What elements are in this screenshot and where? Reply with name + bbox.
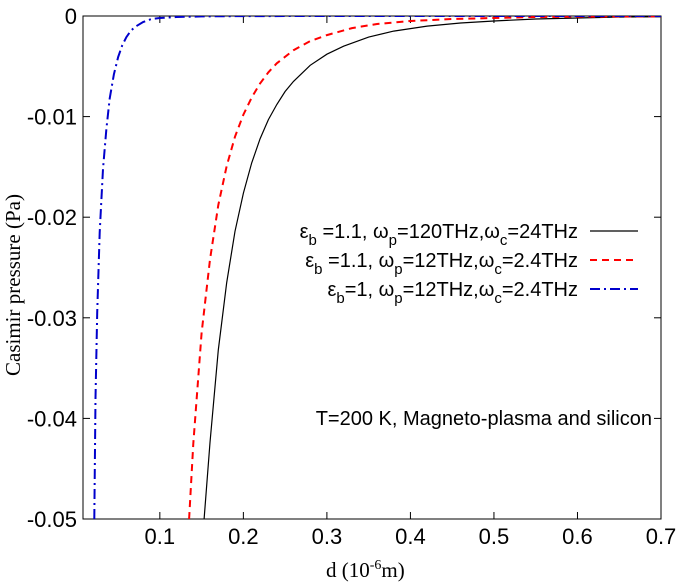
legend: εb =1.1, ωp=120THz,ωc=24THz εb =1.1, ωp=… bbox=[300, 221, 638, 307]
y-tick-label: -0.03 bbox=[27, 306, 77, 331]
x-tick-label: 0.2 bbox=[228, 524, 259, 549]
y-tick-label: -0.04 bbox=[27, 406, 77, 431]
legend-label-series-2: εb =1.1, ωp=12THz,ωc=2.4THz bbox=[305, 250, 578, 278]
series-line-1 bbox=[203, 16, 661, 519]
legend-label-series-3: εb=1, ωp=12THz,ωc=2.4THz bbox=[327, 279, 578, 307]
y-tick-label: -0.02 bbox=[27, 205, 77, 230]
y-tick-label: -0.01 bbox=[27, 105, 77, 130]
x-axis-label: d (10-6m) bbox=[326, 558, 405, 582]
plot-frame bbox=[82, 15, 662, 520]
axis-ticks: 0.1 0.2 0.3 0.4 0.5 0.6 0.7 0 -0.01 -0.02 -0.03 -0.… bbox=[27, 4, 676, 549]
x-tick-label: 0.4 bbox=[395, 524, 426, 549]
series-line-3 bbox=[93, 16, 661, 519]
x-tick-label: 0.1 bbox=[145, 524, 176, 549]
legend-label-series-1: εb =1.1, ωp=120THz,ωc=24THz bbox=[300, 221, 578, 249]
x-tick-label: 0.5 bbox=[479, 524, 510, 549]
series-line-2 bbox=[188, 16, 661, 519]
x-tick-label: 0.7 bbox=[646, 524, 677, 549]
y-tick-label: -0.05 bbox=[27, 507, 77, 532]
y-tick-label: 0 bbox=[65, 4, 77, 29]
chart-annotation: T=200 K, Magneto-plasma and silicon bbox=[316, 408, 652, 430]
x-tick-label: 0.6 bbox=[562, 524, 593, 549]
series-layer bbox=[93, 16, 661, 519]
x-tick-label: 0.3 bbox=[312, 524, 343, 549]
y-axis-label: Casimir pressure (Pa) bbox=[1, 194, 25, 376]
